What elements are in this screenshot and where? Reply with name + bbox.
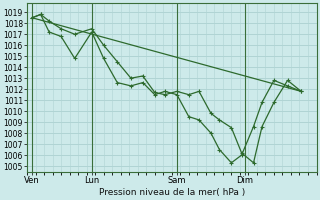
X-axis label: Pression niveau de la mer( hPa ): Pression niveau de la mer( hPa ) (99, 188, 245, 197)
